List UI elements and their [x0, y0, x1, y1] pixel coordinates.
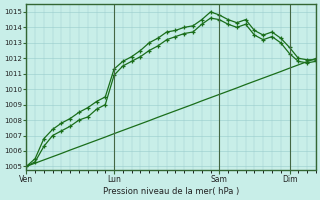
X-axis label: Pression niveau de la mer( hPa ): Pression niveau de la mer( hPa ): [103, 187, 239, 196]
